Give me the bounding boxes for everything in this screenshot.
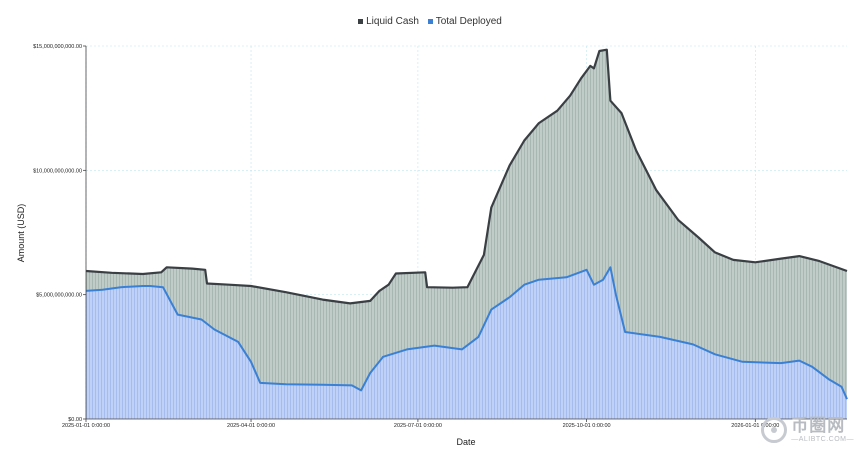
legend-swatch-liquid-cash (358, 19, 364, 24)
area-liquid-cash (86, 49, 847, 419)
legend-label-total-deployed: Total Deployed (435, 16, 502, 27)
legend-swatch-total-deployed (427, 19, 433, 24)
legend: Liquid Cash Total Deployed (0, 16, 860, 27)
y-tick-label: $15,000,000,000.00 (33, 44, 82, 50)
area-total-deployed (86, 267, 847, 419)
legend-item-liquid-cash[interactable]: Liquid Cash (358, 16, 419, 27)
watermark: 币圈网 —ALIBTC.COM— (761, 417, 854, 443)
watermark-sub-text: —ALIBTC.COM— (791, 435, 854, 443)
y-axis-label: Amount (USD) (16, 204, 26, 263)
x-tick-label: 2025-01-01 0:00:00 (62, 423, 110, 429)
axes: $0.00 $5,000,000,000.00 $10,000,000,000.00… (33, 44, 847, 429)
line-total-deployed[interactable] (85, 266, 848, 400)
y-tick-label: $0.00 (68, 417, 82, 423)
y-tick-label: $5,000,000,000.00 (36, 293, 82, 299)
x-tick-label: 2026-01-01 0:00:00 (731, 423, 779, 429)
x-axis-label: Date (456, 437, 475, 447)
x-tick-label: 2025-10-01 0:00:00 (563, 423, 611, 429)
line-liquid-cash[interactable] (85, 48, 848, 305)
series-areas (85, 48, 848, 419)
watermark-main-text: 币圈网 (791, 415, 846, 436)
x-tick-label: 2025-07-01 0:00:00 (394, 423, 442, 429)
x-tick-label: 2025-04-01 0:00:00 (227, 423, 275, 429)
legend-label-liquid-cash: Liquid Cash (366, 16, 419, 27)
y-tick-label: $10,000,000,000.00 (33, 168, 82, 174)
watermark-logo-icon (761, 417, 788, 443)
legend-item-total-deployed[interactable]: Total Deployed (427, 16, 502, 27)
